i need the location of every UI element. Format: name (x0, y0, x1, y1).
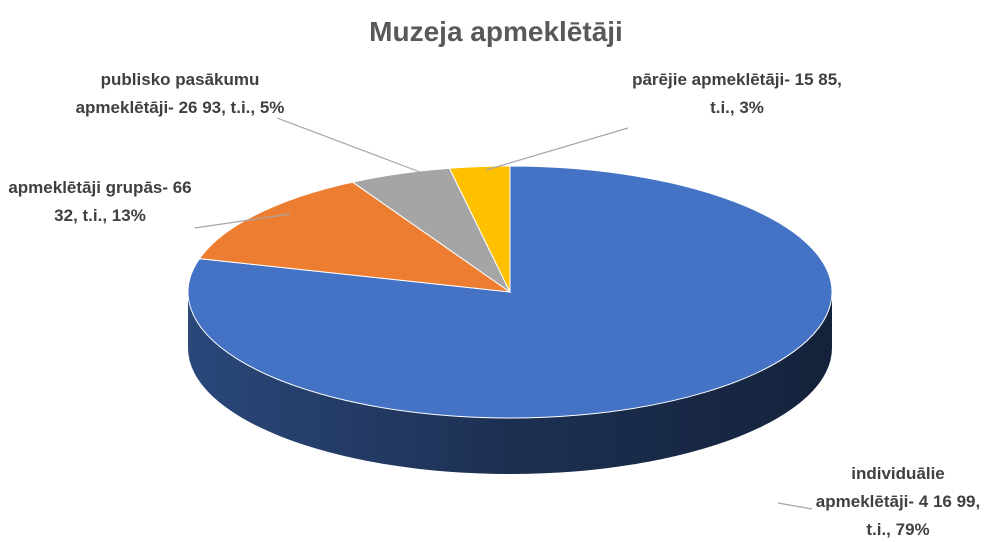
leader-line (276, 117, 421, 173)
chart-title: Muzeja apmeklētāji (369, 16, 623, 47)
pie-tops (187, 165, 833, 419)
slice-side (188, 292, 832, 474)
data-label: individuālie apmeklētāji- 4 16 99, t.i.,… (815, 464, 981, 539)
slice (198, 181, 511, 293)
pie-sides (188, 292, 832, 474)
data-label: apmeklētāji grupās- 66 32, t.i., 13% (8, 178, 192, 225)
data-label: pārējie apmeklētāji- 15 85, t.i., 3% (632, 70, 842, 117)
data-label: publisko pasākumu apmeklētāji- 26 93, t.… (75, 70, 285, 117)
slice (448, 165, 511, 293)
leader-lines (194, 117, 813, 510)
leader-line (194, 213, 291, 229)
leader-line (777, 502, 813, 510)
leader-line (485, 127, 629, 171)
